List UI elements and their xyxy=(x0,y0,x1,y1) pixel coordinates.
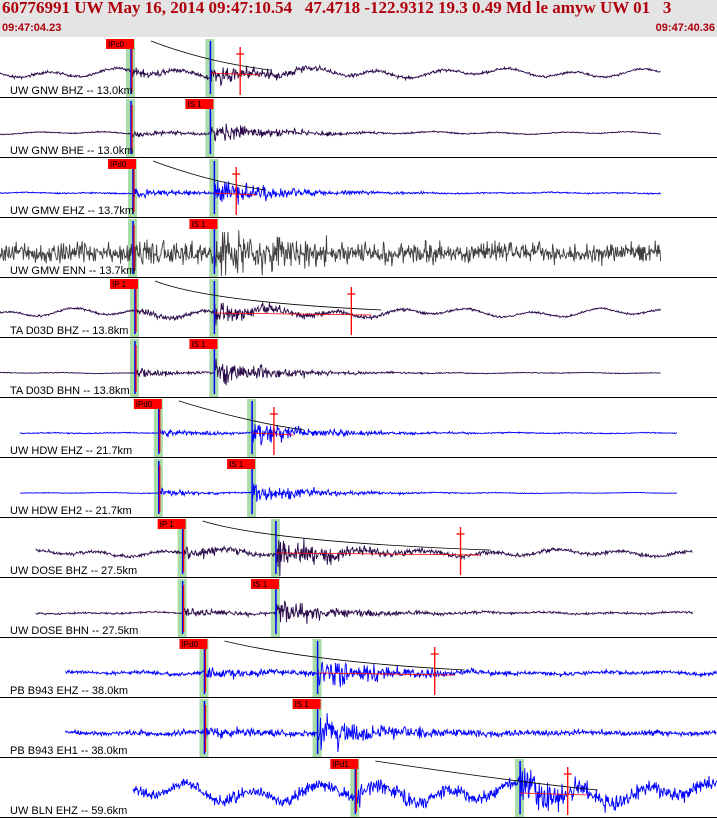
waveform xyxy=(65,713,717,752)
pick-label-box xyxy=(189,219,218,229)
pick-label: IPd0 xyxy=(110,160,127,169)
trace-row: IPd0 PB B943 EHZ -- 38.0km xyxy=(0,639,717,698)
pick-label: IS 1 xyxy=(191,340,206,349)
coda-level-line xyxy=(214,312,372,316)
waveform xyxy=(0,180,661,205)
pick-label-box xyxy=(185,99,214,109)
pick-label: IS 1 xyxy=(295,700,310,709)
pick-label: IP 1 xyxy=(160,520,175,529)
station-label: UW GMW EHZ -- 13.7km xyxy=(10,205,134,217)
pick-label: IS 1 xyxy=(187,100,202,109)
coda-level-line xyxy=(252,432,294,436)
pick-label-box xyxy=(133,399,162,409)
trace-row: IP 1 UW DOSE BHZ -- 27.5km xyxy=(0,519,717,578)
coda-level-line xyxy=(214,192,257,196)
pick-label-box xyxy=(292,699,321,709)
pick-label: IPd0 xyxy=(181,640,198,649)
time-start-label: 09:47:04.23 xyxy=(2,22,62,34)
station-label: TA D03D BHN -- 13.8km xyxy=(10,385,130,397)
waveform xyxy=(132,767,717,813)
waveform xyxy=(0,358,661,386)
waveform xyxy=(0,123,661,142)
coda-decay-curve xyxy=(202,520,491,551)
coda-decay-curve xyxy=(375,760,598,791)
waveform xyxy=(35,600,694,624)
pick-label: IS 1 xyxy=(253,580,268,589)
pick-label-box xyxy=(106,39,135,49)
trace-row: IP 1 TA D03D BHZ -- 13.8km xyxy=(0,279,717,338)
pick-label: IS 1 xyxy=(229,460,244,469)
trace-row: IS 1 UW HDW EH2 -- 21.7km xyxy=(0,459,717,518)
station-label: UW GNW BHZ -- 13.0km xyxy=(10,85,133,97)
waveform xyxy=(19,483,677,502)
coda-level-line xyxy=(520,792,588,796)
pick-label-box xyxy=(157,519,186,529)
station-label: UW GMW ENN -- 13.7km xyxy=(10,265,135,277)
coda-decay-curve xyxy=(224,640,465,671)
coda-decay-curve xyxy=(150,40,271,71)
waveform xyxy=(0,302,661,325)
coda-decay-curve xyxy=(178,400,304,431)
event-title: 60776991 UW May 16, 2014 09:47:10.54 47.… xyxy=(2,0,672,17)
waveform xyxy=(0,230,662,277)
pick-label: IPd0 xyxy=(136,400,153,409)
pick-label-box xyxy=(109,279,138,289)
coda-decay-curve xyxy=(154,280,382,311)
coda-level-line xyxy=(210,72,261,76)
trace-row: IPd0 UW HDW EHZ -- 21.7km xyxy=(0,399,717,458)
station-label: UW DOSE BHN -- 27.5km xyxy=(10,625,138,637)
pick-label: IP 1 xyxy=(112,280,127,289)
station-label: UW HDW EH2 -- 21.7km xyxy=(10,505,132,517)
pick-label-box xyxy=(227,459,256,469)
coda-level-line xyxy=(275,552,481,556)
station-label: PB B943 EH1 -- 38.0km xyxy=(10,745,127,757)
trace-row: IS 1 UW DOSE BHN -- 27.5km xyxy=(0,579,717,638)
pick-label: IS 1 xyxy=(191,220,206,229)
station-label: UW BLN EHZ -- 59.6km xyxy=(10,805,127,817)
trace-row: IPd1 UW BLN EHZ -- 59.6km xyxy=(0,759,717,818)
trace-row: IS 1 TA D03D BHN -- 13.8km xyxy=(0,339,717,398)
pick-label-box xyxy=(189,339,218,349)
trace-row: IS 1 UW GNW BHE -- 13.0km xyxy=(0,99,717,158)
waveform xyxy=(35,538,693,577)
waveform xyxy=(0,64,661,87)
coda-level-line xyxy=(317,672,455,676)
event-header: 60776991 UW May 16, 2014 09:47:10.54 47.… xyxy=(0,0,717,37)
waveform xyxy=(19,424,678,446)
pick-label-box xyxy=(250,579,279,589)
trace-row: IS 1 PB B943 EH1 -- 38.0km xyxy=(0,699,717,758)
pick-label-box xyxy=(330,759,359,769)
time-end-label: 09:47:40.36 xyxy=(655,22,715,34)
waveform xyxy=(65,660,717,688)
trace-row: IPd0 UW GMW EHZ -- 13.7km xyxy=(0,159,717,218)
station-label: UW GNW BHE -- 13.0km xyxy=(10,145,133,157)
coda-decay-curve xyxy=(152,160,267,191)
pick-label-box xyxy=(107,159,136,169)
seismogram-plot: IPc0 UW GNW BHZ -- 13.0km IS 1 UW GNW BHE -… xyxy=(0,39,717,818)
trace-row: IPc0 UW GNW BHZ -- 13.0km xyxy=(0,39,717,98)
station-label: UW HDW EHZ -- 21.7km xyxy=(10,445,132,457)
pick-label: IPd1 xyxy=(332,760,349,769)
pick-label: IPc0 xyxy=(108,40,125,49)
station-label: PB B943 EHZ -- 38.0km xyxy=(10,685,128,697)
station-label: UW DOSE BHZ -- 27.5km xyxy=(10,565,137,577)
trace-row: IS 1 UW GMW ENN -- 13.7km xyxy=(0,219,717,278)
station-label: TA D03D BHZ -- 13.8km xyxy=(10,325,128,337)
pick-label-box xyxy=(179,639,208,649)
